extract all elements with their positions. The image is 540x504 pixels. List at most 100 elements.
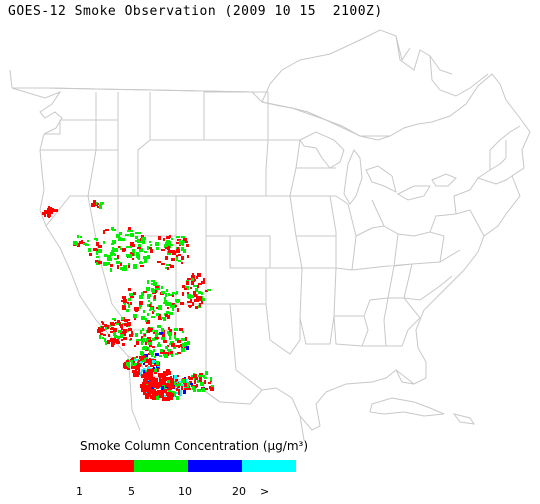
smoke-pixel [182,292,184,296]
smoke-pixel [139,356,143,359]
smoke-pixel [177,386,179,389]
smoke-pixel [175,379,177,382]
smoke-pixel [103,262,107,266]
smoke-pixel [120,263,122,266]
smoke-pixel [151,316,155,318]
smoke-pixel [128,304,130,308]
smoke-pixel [140,305,142,307]
smoke-pixel [164,354,168,358]
smoke-pixel [94,238,98,240]
smoke-pixel [178,260,181,262]
smoke-pixel [154,356,156,358]
smoke-pixel [168,293,170,296]
smoke-pixel [134,363,138,366]
smoke-pixel [192,273,194,276]
smoke-pixel [93,248,97,251]
smoke-pixel [163,238,165,241]
smoke-pixel [139,364,141,367]
smoke-pixel [170,305,174,308]
smoke-pixel [143,310,145,313]
smoke-pixel [149,309,151,311]
smoke-pixel [156,247,159,250]
smoke-pixel [176,249,180,253]
smoke-pixel [156,387,159,389]
smoke-pixel [152,311,154,314]
smoke-pixel [149,328,153,330]
smoke-pixel [181,348,185,352]
smoke-pixel [171,354,173,357]
smoke-pixel [132,244,135,247]
smoke-pixel [114,248,118,252]
smoke-pixel [165,242,169,245]
smoke-pixel [154,371,157,374]
smoke-pixel [145,365,148,367]
smoke-pixel [166,311,169,314]
smoke-pixel [177,308,179,312]
smoke-pixel [141,388,145,392]
smoke-pixel [160,349,163,352]
smoke-pixel [176,388,178,391]
smoke-pixel [98,330,101,333]
smoke-pixel [110,252,113,255]
smoke-pixel [191,277,194,281]
smoke-pixel [122,343,125,346]
smoke-pixel [129,360,133,362]
smoke-pixel [163,389,167,393]
us-boundaries [9,29,531,441]
smoke-pixel [121,238,125,241]
smoke-pixel [114,335,117,338]
smoke-pixel [165,247,169,249]
smoke-pixel [152,346,155,348]
smoke-pixel [89,253,92,256]
smoke-pixel [181,262,183,264]
smoke-pixel [175,338,179,341]
smoke-pixel [163,333,165,337]
smoke-pixel [176,242,179,244]
smoke-pixel [91,203,95,207]
smoke-pixel [155,286,159,288]
smoke-pixel [142,240,145,244]
smoke-pixel [175,305,177,307]
smoke-pixel [203,375,205,378]
smoke-pixel [167,307,169,309]
smoke-pixel [135,373,139,375]
smoke-pixel [210,377,212,381]
smoke-pixel [177,247,179,249]
legend-tick-10: 10 [178,485,192,498]
smoke-pixel [153,349,155,352]
smoke-pixel [128,288,131,291]
smoke-pixel [140,330,142,334]
smoke-pixel [139,295,143,299]
smoke-pixel [139,262,143,264]
smoke-pixel [117,320,120,324]
smoke-pixel [48,214,50,218]
smoke-pixel [148,327,150,330]
smoke-pixel [143,372,147,375]
smoke-pixel [171,238,173,240]
smoke-pixel [170,351,173,354]
smoke-pixel [179,240,181,244]
smoke-pixel [163,371,167,375]
smoke-pixel [129,334,133,337]
smoke-pixel [153,282,157,286]
smoke-pixel [183,390,186,394]
smoke-pixel [194,294,197,297]
smoke-pixel [147,294,151,297]
smoke-pixel [140,358,144,360]
smoke-pixel [178,389,180,393]
smoke-pixel [176,255,178,257]
smoke-pixel [147,366,150,370]
smoke-pixel [183,249,186,253]
smoke-pixel [141,292,144,296]
smoke-pixel [176,257,178,261]
smoke-pixel [143,291,147,293]
smoke-pixel [169,302,171,306]
smoke-pixel [139,339,142,341]
smoke-pixel [130,338,132,340]
smoke-pixel [112,318,116,320]
smoke-pixel [130,233,134,237]
smoke-pixel [184,388,186,391]
legend-swatch-5-10 [134,460,188,472]
smoke-pixel [96,251,98,255]
smoke-pixel [134,307,136,311]
